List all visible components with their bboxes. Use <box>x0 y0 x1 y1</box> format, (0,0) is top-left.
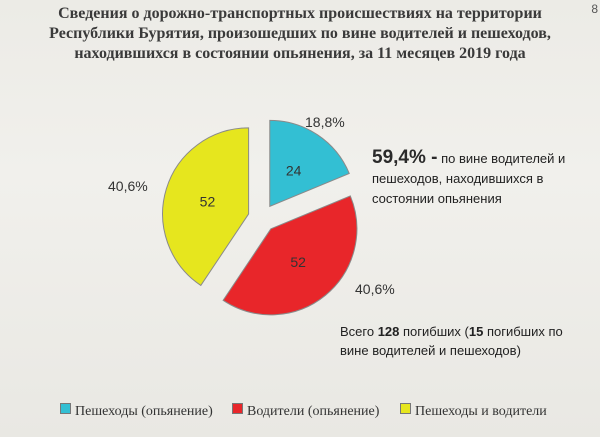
legend-item-both: Пешеходы и водители <box>400 403 547 420</box>
slice-value-drivers: 52 <box>290 254 306 270</box>
annotation-total-deaths: Всего 128 погибших (15 погибших по вине … <box>340 322 590 360</box>
legend-label-drivers: Водители (опьянение) <box>247 404 380 419</box>
slice-value-both: 52 <box>200 193 216 209</box>
legend-swatch-both <box>400 403 411 414</box>
sub-count: 15 <box>468 324 484 339</box>
total-prefix: Всего <box>340 324 378 339</box>
title-line-3: находившихся в состоянии опьянения, за 1… <box>74 45 526 62</box>
legend-label-both: Пешеходы и водители <box>415 404 547 419</box>
legend-item-pedestrians: Пешеходы (опьянение) <box>60 403 213 420</box>
slice-value-pedestrians: 24 <box>286 163 302 179</box>
pie-slice-both <box>162 127 250 287</box>
slice-percent-both: 40,6% <box>108 178 148 194</box>
total-suffix: погибших по вине водителей и пешеходов) <box>340 324 563 358</box>
legend-swatch-pedestrians <box>60 403 71 414</box>
slice-percent-pedestrians: 18,8% <box>305 114 345 130</box>
total-count: 128 <box>377 324 400 339</box>
legend-item-drivers: Водители (опьянение) <box>232 403 379 420</box>
legend-swatch-drivers <box>232 403 243 414</box>
annotation-drunk-share: 59,4% - по вине водителей и пешеходов, н… <box>372 148 582 209</box>
chart-legend: Пешеходы (опьянение) Водители (опьянение… <box>60 403 560 423</box>
annotation-text: по вине водителей и пешеходов, находивши… <box>372 151 566 206</box>
page-number: 8 <box>591 2 598 16</box>
annotation-highlight: 59,4% - <box>372 147 438 168</box>
slice-percent-drivers: 40,6% <box>355 281 395 297</box>
total-middle: погибших ( <box>399 324 469 339</box>
title-line-1: Сведения о дорожно-транспортных происшес… <box>58 5 542 22</box>
title-line-2: Республики Бурятия, произошедших по вине… <box>49 25 551 42</box>
chart-title: Сведения о дорожно-транспортных происшес… <box>8 4 592 64</box>
pie-slice-drivers <box>222 195 358 316</box>
legend-label-pedestrians: Пешеходы (опьянение) <box>75 404 213 419</box>
pie-slice-pedestrians <box>269 119 350 208</box>
